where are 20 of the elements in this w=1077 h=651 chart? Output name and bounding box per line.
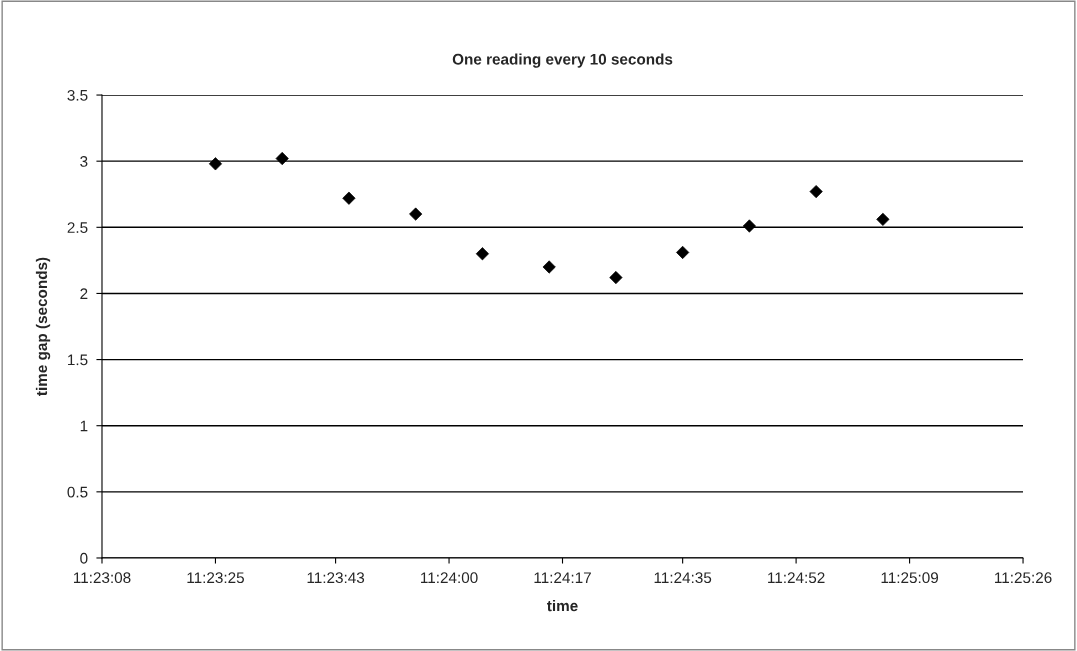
x-tick-label: 11:23:08 bbox=[73, 572, 131, 584]
x-tick-label: 11:23:43 bbox=[307, 572, 365, 584]
y-tick-label: 1.5 bbox=[68, 354, 88, 366]
y-tick-label: 0.5 bbox=[67, 486, 88, 498]
x-tick-label: 11:24:52 bbox=[768, 572, 825, 584]
x-tick-label: 11:24:35 bbox=[654, 572, 712, 584]
x-tick-label: 11:25:09 bbox=[881, 572, 939, 584]
x-tick-label: 11:23:25 bbox=[187, 572, 244, 584]
x-axis-title: time bbox=[547, 599, 578, 612]
y-tick-label: 3 bbox=[80, 156, 88, 167]
y-tick-label: 1 bbox=[80, 420, 88, 432]
y-tick-label: 0 bbox=[80, 552, 88, 564]
chart-title: One reading every 10 seconds bbox=[452, 53, 673, 68]
x-tick-label: 11:24:17 bbox=[534, 572, 591, 583]
x-tick-label: 11:25:26 bbox=[995, 572, 1052, 584]
y-tick-label: 2 bbox=[80, 288, 88, 299]
x-tick-label: 11:24:00 bbox=[421, 572, 478, 584]
y-tick-label: 3.5 bbox=[67, 89, 88, 101]
y-axis-title: time gap (seconds) bbox=[35, 257, 51, 396]
y-tick-label: 2.5 bbox=[67, 222, 88, 233]
